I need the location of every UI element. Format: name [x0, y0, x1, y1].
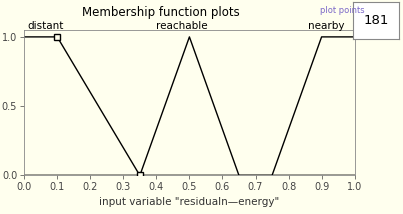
Text: Membership function plots: Membership function plots — [82, 6, 240, 19]
Text: 181: 181 — [363, 14, 388, 27]
Text: nearby: nearby — [308, 21, 345, 31]
Text: plot points: plot points — [320, 6, 365, 15]
X-axis label: input variable "residualn—energy": input variable "residualn—energy" — [99, 197, 280, 207]
Text: reachable: reachable — [156, 21, 208, 31]
Text: distant: distant — [27, 21, 64, 31]
